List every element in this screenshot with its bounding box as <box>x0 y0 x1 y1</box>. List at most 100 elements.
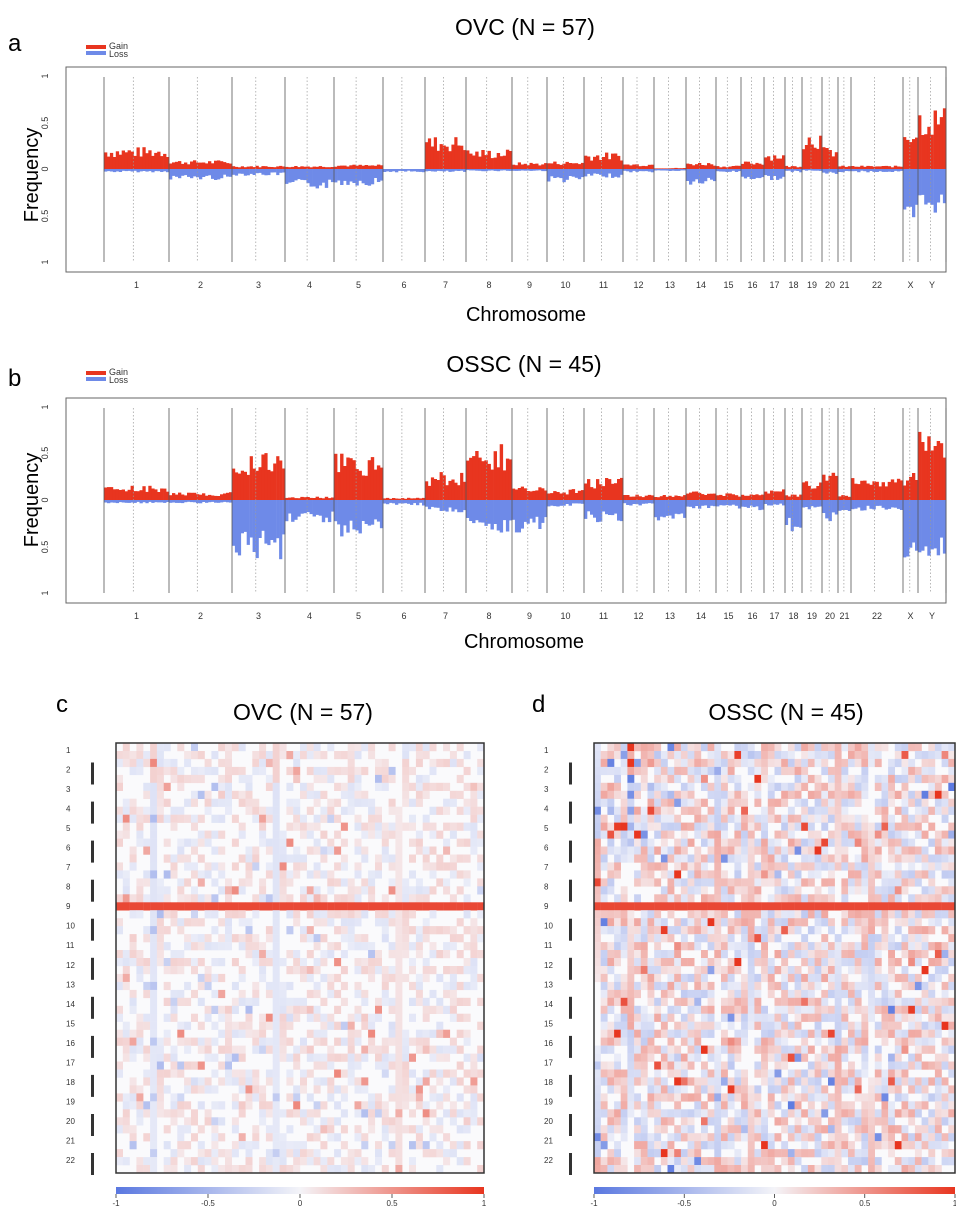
heatmap-cell <box>620 997 628 1006</box>
gain-bar <box>816 486 820 500</box>
heatmap-cell <box>714 822 722 831</box>
heatmap-cell <box>787 822 795 831</box>
heatmap-cell <box>841 1013 849 1022</box>
heatmap-cell <box>477 758 485 768</box>
heatmap-cell <box>680 1037 688 1046</box>
heatmap-cell <box>614 790 621 799</box>
loss-bar <box>562 169 566 183</box>
gain-bar <box>707 163 711 169</box>
heatmap-cell <box>874 973 882 983</box>
heatmap-cell <box>948 934 956 943</box>
heatmap-cell <box>429 1133 437 1142</box>
heatmap-cell <box>211 1157 219 1166</box>
heatmap-cell <box>807 1029 815 1038</box>
heatmap-cell <box>272 1069 280 1078</box>
heatmap-cell <box>415 934 423 943</box>
heatmap-cell <box>436 1125 444 1134</box>
heatmap-cell <box>640 814 648 823</box>
heatmap-cell <box>136 758 144 768</box>
heatmap-cell <box>707 790 715 799</box>
a-ytick-2: 0 <box>40 166 50 171</box>
heatmap-cell <box>901 766 909 776</box>
heatmap-cell <box>620 886 628 895</box>
heatmap-cell <box>814 926 822 935</box>
heatmap-cell <box>429 966 437 975</box>
heatmap-cell <box>814 1037 822 1046</box>
heatmap-cell <box>204 790 212 799</box>
heatmap-cell <box>388 1005 396 1014</box>
heatmap-cell <box>767 870 775 879</box>
heatmap-cell <box>627 1005 635 1014</box>
heatmap-cell <box>934 1093 942 1102</box>
gain-bar <box>321 498 326 500</box>
heatmap-cell <box>259 973 267 983</box>
heatmap-cell <box>340 1093 348 1102</box>
heatmap-cell <box>436 806 444 815</box>
heatmap-cell <box>901 950 909 959</box>
heatmap-cell <box>150 751 158 760</box>
heatmap-cell <box>821 1085 829 1094</box>
heatmap-cell <box>395 1101 403 1110</box>
heatmap-cell <box>279 958 287 967</box>
heatmap-cell <box>415 743 423 752</box>
heatmap-cell <box>340 766 348 776</box>
heatmap-cell <box>600 886 608 895</box>
heatmap-cell <box>701 886 708 895</box>
loss-bar <box>512 169 516 171</box>
loss-bar <box>779 500 783 504</box>
gain-bar <box>605 478 609 500</box>
heatmap-cell <box>801 774 809 784</box>
gain-bar <box>550 163 554 169</box>
heatmap-cell <box>687 1053 695 1062</box>
heatmap-cell <box>627 743 635 752</box>
gain-bar <box>261 454 265 500</box>
gain-bar <box>584 155 588 169</box>
loss-bar <box>261 169 265 175</box>
heatmap-cell <box>948 1045 956 1054</box>
heatmap-cell <box>654 743 662 752</box>
gain-bar <box>764 491 768 500</box>
heatmap-cell <box>600 846 608 855</box>
heatmap-cell <box>334 942 342 951</box>
gain-bar <box>719 494 723 500</box>
heatmap-cell <box>197 918 205 927</box>
heatmap-cell <box>874 894 882 903</box>
loss-bar <box>419 169 423 172</box>
heatmap-cell <box>761 846 768 855</box>
loss-bar <box>930 169 934 205</box>
heatmap-cell <box>272 766 280 776</box>
heatmap-cell <box>265 902 273 911</box>
heatmap-cell <box>136 894 144 903</box>
heatmap-cell <box>721 798 728 807</box>
heatmap-cell <box>701 918 708 927</box>
heatmap-cell <box>694 854 702 863</box>
loss-bar <box>285 500 289 522</box>
loss-bar <box>668 169 672 171</box>
heatmap-cell <box>934 1021 942 1030</box>
row-marker <box>91 1153 94 1175</box>
heatmap-cell <box>707 942 715 951</box>
heatmap-cell <box>306 766 314 776</box>
heatmap-cell <box>754 1093 762 1102</box>
heatmap-cell <box>821 838 829 847</box>
heatmap-cell <box>327 942 335 951</box>
gain-bar <box>787 167 791 169</box>
heatmap-cell <box>640 878 648 887</box>
heatmap-cell <box>259 1157 267 1166</box>
heatmap-cell <box>901 1029 909 1038</box>
heatmap-cell <box>238 918 246 927</box>
heatmap-cell <box>894 918 902 927</box>
heatmap-cell <box>463 878 471 887</box>
heatmap-cell <box>848 926 855 935</box>
gain-bar <box>574 163 579 169</box>
loss-bar <box>352 500 356 530</box>
heatmap-cell <box>614 958 621 967</box>
heatmap-cell <box>707 918 715 927</box>
heatmap-cell <box>614 1085 621 1094</box>
gain-bar <box>761 494 765 500</box>
heatmap-cell <box>259 822 267 831</box>
heatmap-cell <box>449 862 457 871</box>
heatmap-cell <box>361 1085 369 1094</box>
heatmap-cell <box>594 942 601 951</box>
loss-bar <box>291 500 295 522</box>
